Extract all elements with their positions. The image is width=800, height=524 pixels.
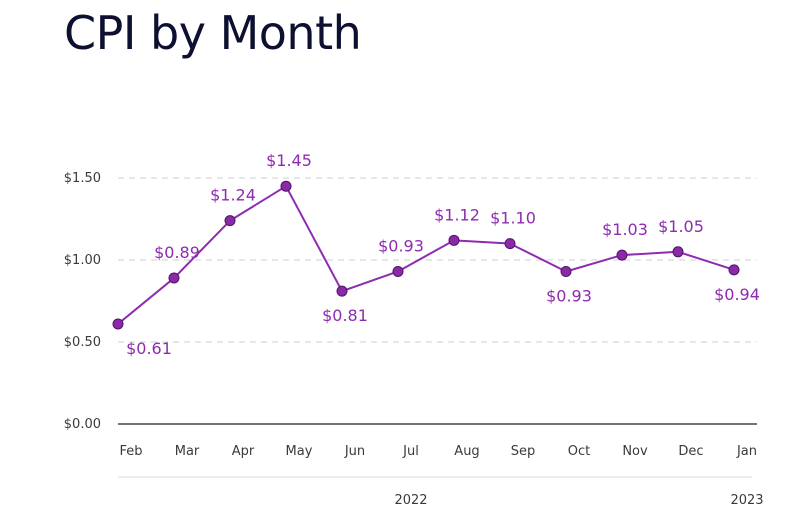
data-point [616, 249, 628, 261]
x-axis-year-groups: 2022 2023 [118, 476, 764, 508]
year-group-label: 2023 [730, 493, 763, 508]
x-axis-ticks: Feb Mar Apr May Jun Jul Aug Sep Oct Nov Dec Jan [119, 444, 757, 459]
data-point [560, 265, 572, 277]
y-tick-label: $1.50 [64, 171, 101, 186]
x-tick-label: Aug [454, 444, 479, 459]
y-tick-label: $1.00 [64, 253, 101, 268]
data-point [392, 265, 404, 277]
gridlines [118, 177, 757, 425]
data-point [448, 234, 460, 246]
data-label: $1.10 [490, 209, 536, 228]
data-label: $0.94 [714, 285, 760, 304]
x-tick-label: Nov [622, 444, 648, 459]
y-tick-label: $0.50 [64, 335, 101, 350]
x-tick-label: May [286, 444, 313, 459]
data-point [728, 264, 740, 276]
x-tick-label: Jun [344, 444, 365, 459]
x-tick-label: Apr [232, 444, 255, 459]
x-tick-label: Mar [175, 444, 200, 459]
data-label: $1.45 [266, 151, 312, 170]
x-tick-label: Jul [402, 444, 419, 459]
data-label: $0.93 [378, 236, 424, 255]
data-point [280, 180, 292, 192]
data-label: $0.61 [126, 339, 172, 358]
year-group-label: 2022 [394, 493, 427, 508]
data-points [112, 180, 740, 330]
data-point [224, 215, 236, 227]
data-label: $1.05 [658, 217, 704, 236]
x-tick-label: Oct [568, 444, 590, 459]
data-label: $1.03 [602, 220, 648, 239]
data-point [504, 238, 516, 250]
y-tick-label: $0.00 [64, 417, 101, 432]
series-line-layer [117, 185, 735, 325]
data-point [336, 285, 348, 297]
x-tick-label: Jan [736, 444, 757, 459]
data-point [168, 272, 180, 284]
x-tick-label: Dec [678, 444, 703, 459]
data-point [672, 246, 684, 258]
y-axis-ticks: $0.00 $0.50 $1.00 $1.50 [64, 171, 101, 432]
chart-title: CPI by Month [64, 6, 362, 60]
data-point [112, 318, 124, 330]
x-tick-label: Feb [119, 444, 142, 459]
data-label: $0.93 [546, 286, 592, 305]
data-label: $0.81 [322, 306, 368, 325]
data-label: $1.24 [210, 186, 256, 205]
data-labels: $0.61 $0.89 $1.24 $1.45 $0.81 $0.93 $1.12 $1.10… [126, 151, 760, 358]
series-line [117, 185, 735, 325]
data-label: $1.12 [434, 205, 480, 224]
x-tick-label: Sep [511, 444, 536, 459]
data-label: $0.89 [154, 243, 200, 262]
